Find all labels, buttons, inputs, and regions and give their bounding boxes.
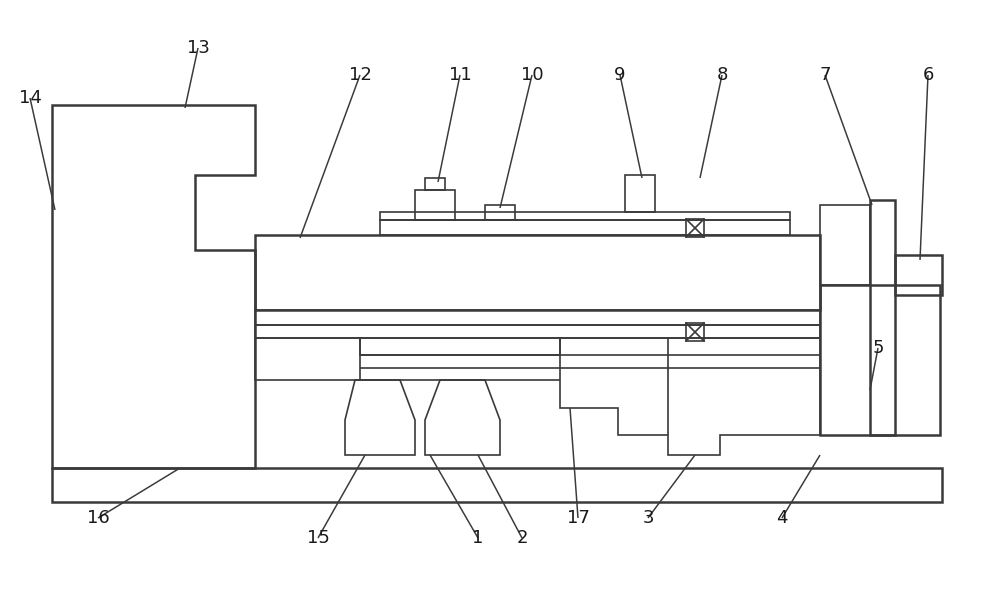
Text: 9: 9 <box>614 66 626 84</box>
Text: 3: 3 <box>642 509 654 527</box>
Text: 7: 7 <box>819 66 831 84</box>
Text: 12: 12 <box>349 66 371 84</box>
Text: 11: 11 <box>449 66 471 84</box>
Bar <box>686 219 704 237</box>
Text: 4: 4 <box>776 509 788 527</box>
Text: 1: 1 <box>472 529 484 547</box>
Text: 14: 14 <box>19 89 41 107</box>
Text: 13: 13 <box>187 39 209 57</box>
Text: 2: 2 <box>516 529 528 547</box>
Text: 8: 8 <box>716 66 728 84</box>
Text: 17: 17 <box>567 509 589 527</box>
Text: 6: 6 <box>922 66 934 84</box>
Bar <box>686 323 704 341</box>
Text: 10: 10 <box>521 66 543 84</box>
Text: 15: 15 <box>307 529 329 547</box>
Text: 16: 16 <box>87 509 109 527</box>
Text: 5: 5 <box>872 339 884 357</box>
